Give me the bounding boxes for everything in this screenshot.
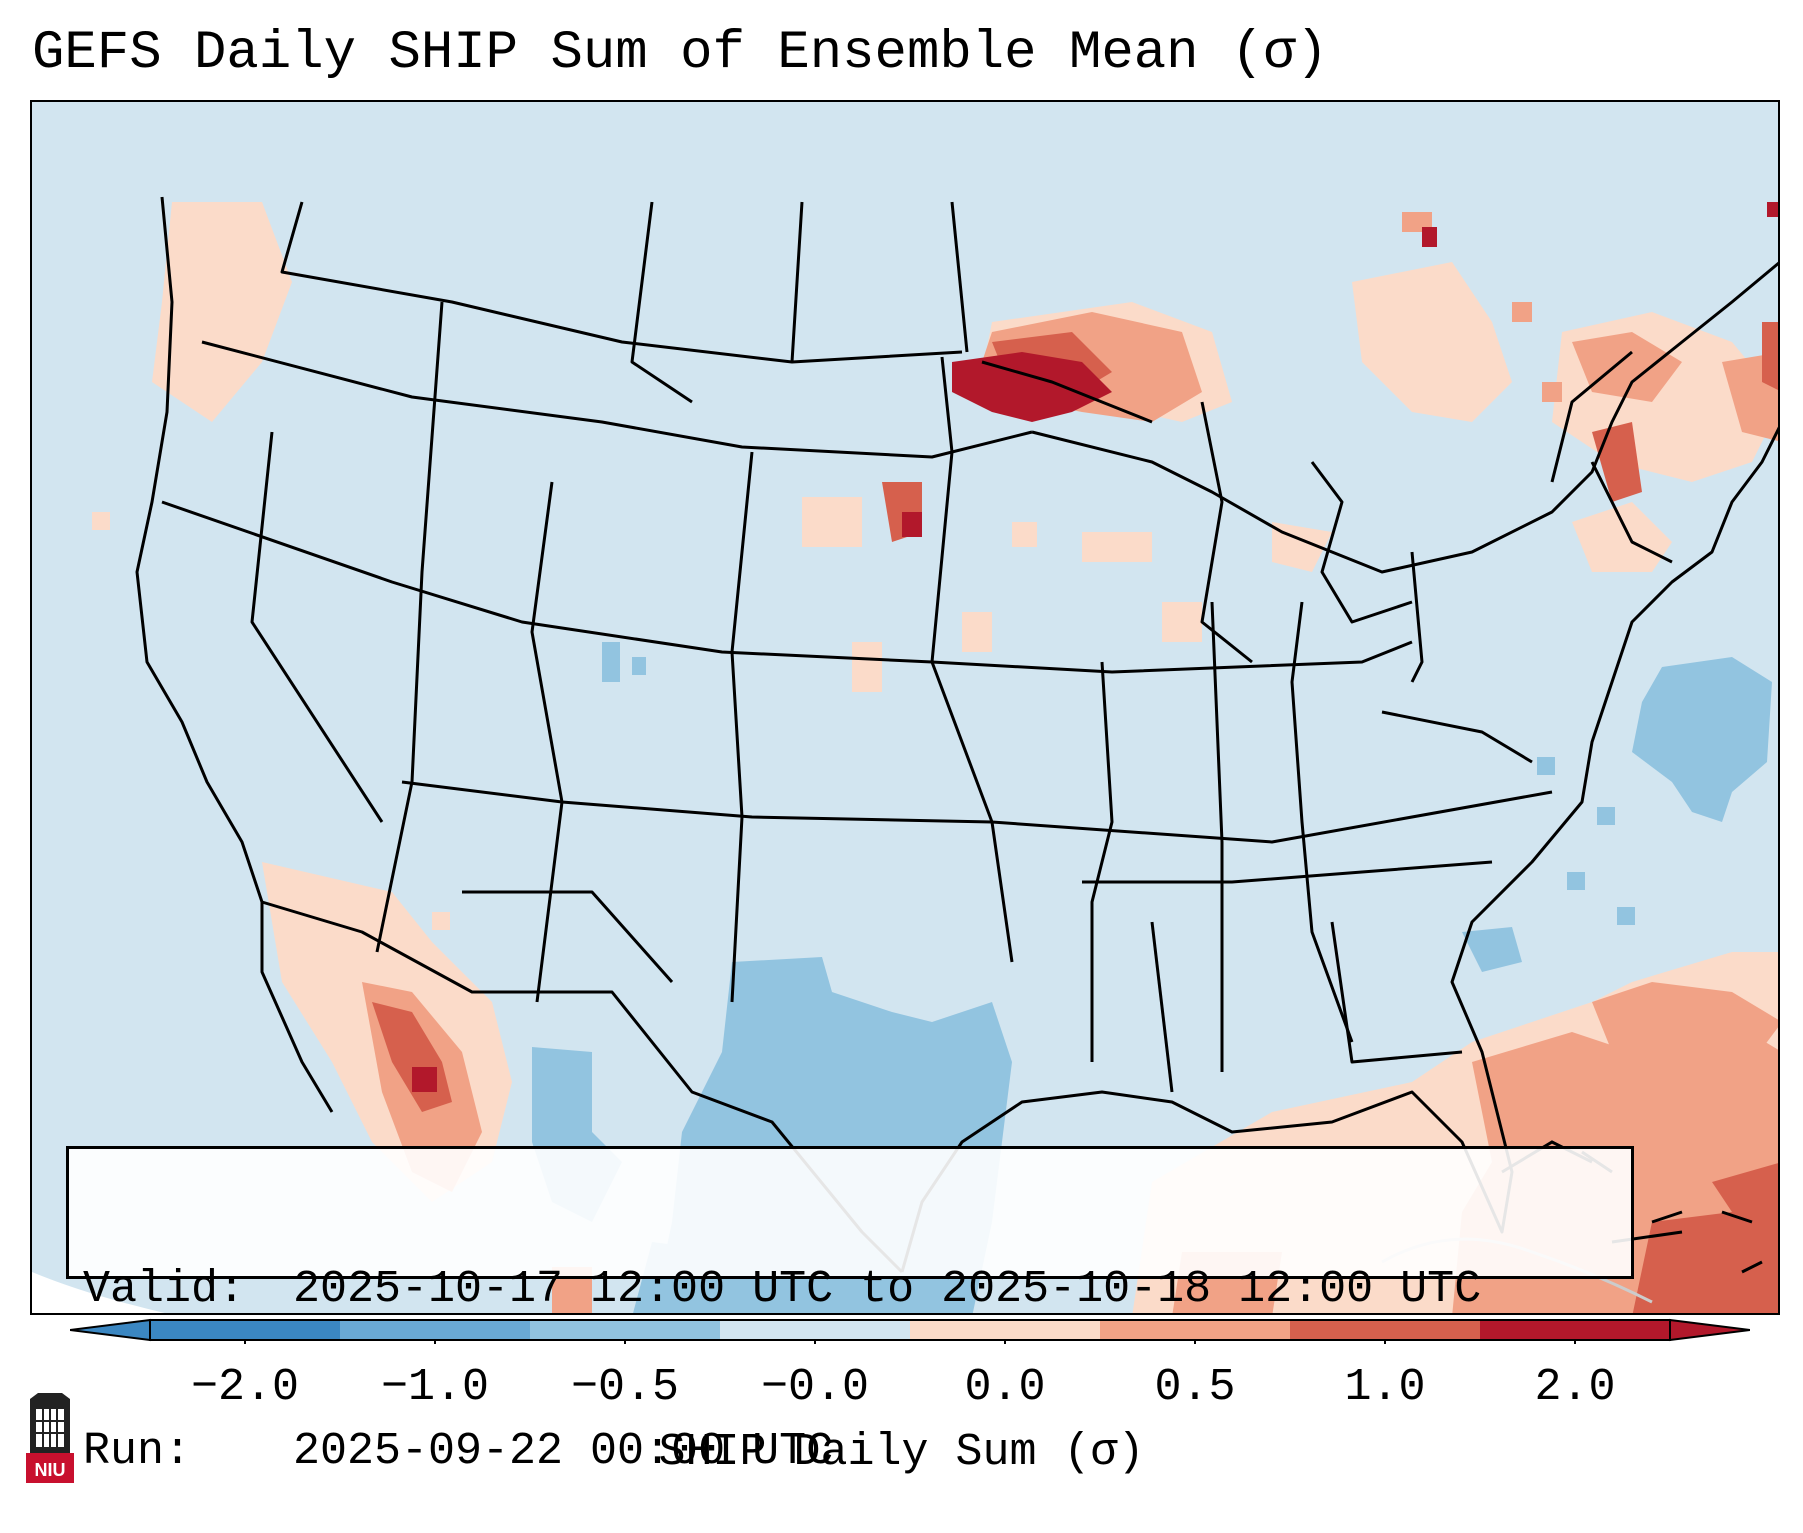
logo-text: NIU [35,1460,66,1480]
niu-logo: NIU [26,1393,74,1483]
colorbar-segment [530,1320,720,1340]
valid-label: Valid: [83,1264,246,1315]
colorbar-extend-low [70,1318,151,1342]
colorbar-tick-label: 0.0 [964,1362,1046,1413]
positive-anomaly-regions-extreme [412,202,1778,1092]
colorbar-segment [910,1320,1100,1340]
colorbar-tick-label: 1.0 [1344,1362,1426,1413]
colorbar [70,1318,1750,1344]
valid-row: Valid: 2025-10-17 12:00 UTC to 2025-10-18… [83,1263,1617,1317]
projection-corner [32,1272,165,1313]
colorbar-tick-label: −0.5 [570,1362,680,1413]
colorbar-segment [1480,1320,1670,1340]
colorbar-tick-label: 2.0 [1534,1362,1616,1413]
run-label: Run: [83,1426,192,1477]
colorbar-tick-label: −0.0 [760,1362,870,1413]
colorbar-segment [340,1320,530,1340]
colorbar-segment [1100,1320,1290,1340]
colorbar-tick-label: 0.5 [1154,1362,1236,1413]
run-value: 2025-09-22 00:00 UTC [293,1426,834,1477]
colorbar-segment [1290,1320,1480,1340]
colorbar-extend-high [1669,1318,1750,1342]
map-canvas [32,102,1778,1313]
colorbar-tick-label: −2.0 [190,1362,300,1413]
valid-value: 2025-10-17 12:00 UTC to 2025-10-18 12:00… [293,1264,1482,1315]
map-panel [30,100,1780,1315]
colorbar-label: SHIP Daily Sum (σ) [658,1427,1145,1478]
valid-time-box: Valid: 2025-10-17 12:00 UTC to 2025-10-18… [66,1146,1634,1477]
map-title: GEFS Daily SHIP Sum of Ensemble Mean (σ) [32,23,1329,84]
coastlines-and-borders [135,196,1778,1274]
run-row: Run: 2025-09-22 00:00 UTC [83,1425,1617,1479]
colorbar-segment [720,1320,910,1340]
colorbar-segment [150,1320,340,1340]
colorbar-tick-label: −1.0 [380,1362,490,1413]
colorbar-frame [149,1319,1671,1341]
